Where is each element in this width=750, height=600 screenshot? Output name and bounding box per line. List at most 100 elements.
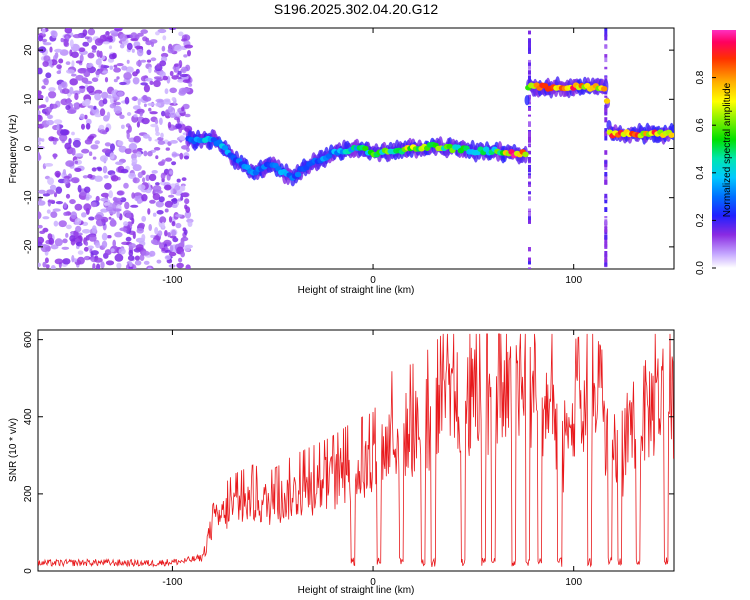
noise-speckle <box>143 260 150 265</box>
spectrogram-ytick-label: -10 <box>23 190 34 205</box>
noise-speckle <box>42 216 50 220</box>
vertical-smear <box>528 51 531 54</box>
noise-speckle <box>83 255 91 261</box>
noise-speckle <box>187 50 191 57</box>
noise-speckle <box>149 111 158 115</box>
noise-speckle <box>146 49 152 56</box>
noise-speckle <box>184 44 194 49</box>
noise-speckle <box>38 90 42 95</box>
noise-speckle <box>53 119 63 125</box>
noise-speckle <box>69 86 74 95</box>
noise-speckle <box>108 216 112 220</box>
snr-ytick-label: 0 <box>23 568 34 574</box>
noise-speckle <box>126 131 130 140</box>
noise-speckle <box>144 77 153 82</box>
colorbar-tick-label: 0.8 <box>695 70 706 84</box>
noise-speckle <box>104 77 109 83</box>
noise-speckle <box>94 89 103 95</box>
noise-speckle <box>104 182 112 190</box>
spectrogram-ylabel: Frequency (Hz) <box>8 115 19 184</box>
noise-speckle <box>110 143 115 152</box>
noise-speckle <box>184 210 192 219</box>
ridge-halo <box>524 95 530 106</box>
noise-speckle <box>99 155 108 163</box>
noise-speckle <box>60 98 69 106</box>
noise-speckle <box>61 88 70 95</box>
noise-speckle <box>47 177 55 185</box>
noise-speckle <box>161 159 166 164</box>
vertical-smear <box>528 175 531 179</box>
noise-speckle <box>77 250 84 255</box>
noise-speckle <box>181 185 186 192</box>
noise-speckle <box>119 197 127 203</box>
noise-speckle <box>140 29 148 34</box>
colorbar-tick-label: 0.6 <box>695 118 706 132</box>
noise-speckle <box>117 91 124 97</box>
noise-speckle <box>109 30 119 35</box>
noise-speckle <box>106 111 111 120</box>
noise-speckle <box>42 38 48 43</box>
noise-speckle <box>76 256 85 265</box>
noise-speckle <box>113 208 122 212</box>
noise-speckle <box>137 32 144 37</box>
noise-speckle <box>141 250 150 256</box>
noise-speckle <box>69 78 78 86</box>
noise-speckle <box>120 168 129 174</box>
ridge-point <box>294 171 302 178</box>
noise-speckle <box>188 83 193 87</box>
noise-speckle <box>93 105 97 110</box>
noise-speckle <box>112 196 118 202</box>
noise-speckle <box>65 61 71 65</box>
noise-speckle <box>58 84 62 91</box>
noise-speckle <box>54 238 63 247</box>
noise-speckle <box>181 192 190 198</box>
noise-speckle <box>74 160 79 164</box>
noise-speckle <box>181 87 191 93</box>
noise-speckle <box>119 227 128 232</box>
noise-speckle <box>131 48 135 53</box>
noise-speckle <box>119 43 125 49</box>
noise-speckle <box>103 175 109 179</box>
noise-speckle <box>169 245 174 252</box>
noise-speckle <box>96 50 101 58</box>
noise-speckle <box>119 81 127 86</box>
noise-speckle <box>73 102 78 108</box>
noise-speckle <box>182 79 191 83</box>
noise-speckle <box>151 170 158 174</box>
colorbar-ticks: 0.0 0.2 0.4 0.6 0.8 <box>695 70 716 275</box>
noise-speckle <box>87 105 94 109</box>
noise-speckle <box>49 46 53 53</box>
noise-speckle <box>71 73 77 77</box>
colorbar: 0.0 0.2 0.4 0.6 0.8 Normalized spectral ampl… <box>695 30 736 275</box>
noise-speckle <box>75 225 82 233</box>
noise-speckle <box>137 98 141 106</box>
noise-speckle <box>86 63 93 68</box>
noise-speckle <box>123 182 129 189</box>
noise-speckle <box>63 202 67 209</box>
noise-speckle <box>90 201 97 208</box>
noise-speckle <box>132 105 141 110</box>
noise-speckle <box>134 255 140 261</box>
noise-speckle <box>58 58 64 64</box>
noise-speckle <box>43 77 49 86</box>
noise-speckle <box>150 239 158 245</box>
vertical-smear <box>604 225 608 229</box>
noise-speckle <box>164 88 169 95</box>
noise-speckle <box>47 199 56 203</box>
noise-speckle <box>64 28 73 34</box>
noise-speckle <box>83 80 93 85</box>
spectrogram-marks <box>38 28 674 269</box>
noise-speckle <box>104 249 112 256</box>
noise-speckle <box>53 153 57 160</box>
vertical-smear <box>604 196 608 200</box>
noise-speckle <box>162 35 167 41</box>
noise-speckle <box>180 251 185 258</box>
noise-speckle <box>65 160 75 167</box>
vertical-smear <box>528 182 531 185</box>
noise-speckle <box>84 139 93 145</box>
noise-speckle <box>108 190 113 199</box>
noise-speckle <box>94 214 103 221</box>
noise-speckle <box>159 216 167 224</box>
noise-speckle <box>174 185 181 191</box>
noise-speckle <box>46 189 55 195</box>
